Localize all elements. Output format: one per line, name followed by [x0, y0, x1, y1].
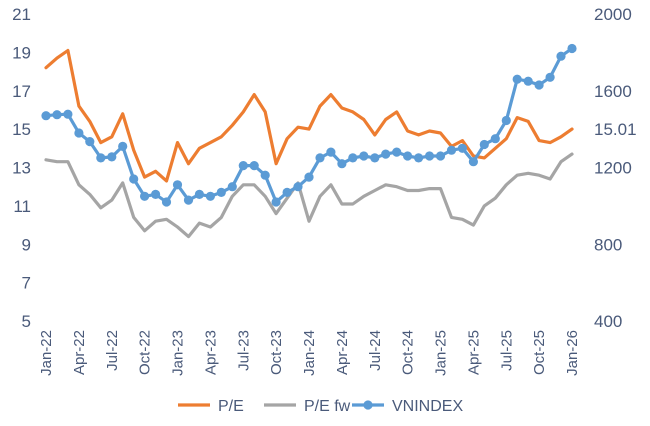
vnindex-data-point: [315, 153, 325, 163]
legend: P/E P/E fw VNINDEX: [178, 398, 463, 415]
vnindex-data-point: [457, 143, 467, 153]
right-axis-tick-label: 2000: [594, 5, 632, 24]
left-axis-tick-label: 15: [12, 120, 31, 139]
x-axis-tick-label: Oct-22: [137, 330, 154, 375]
x-axis-tick-label: Oct-25: [531, 330, 548, 375]
x-axis-tick-label: Oct-24: [400, 330, 417, 375]
right-axis-tick-label: 400: [594, 312, 622, 331]
plot-area: [41, 43, 577, 239]
vnindex-data-point: [337, 159, 347, 169]
p-e-legend-label: P/E: [218, 398, 244, 415]
x-axis-tick-label: Apr-25: [465, 330, 482, 375]
vnindex-data-point: [403, 151, 413, 161]
p-e-series-line: [44, 48, 574, 183]
vnindex-data-point: [468, 157, 478, 167]
vnindex-data-point: [326, 147, 336, 157]
left-axis-tick-label: 5: [22, 312, 31, 331]
vnindex-data-point: [414, 153, 424, 163]
left-axis-tick-label: 11: [13, 197, 31, 216]
vnindex-data-point: [392, 147, 402, 157]
left-axis-tick-label: 7: [22, 274, 31, 293]
vnindex-data-point: [293, 182, 303, 192]
vnindex-data-point: [85, 137, 95, 147]
x-axis-tick-label: Jan-23: [170, 330, 187, 376]
vnindex-data-point: [140, 191, 150, 201]
vnindex-data-point: [52, 110, 62, 120]
right-y-axis: 400 800 1200 1600 2000 15.01: [594, 5, 637, 331]
vnindex-data-point: [523, 76, 533, 86]
vnindex-data-point: [151, 189, 161, 199]
vnindex-data-point: [479, 139, 489, 150]
vnindex-data-point: [107, 152, 117, 162]
vnindex-data-point: [424, 151, 435, 161]
left-axis-tick-label: 13: [12, 159, 31, 178]
x-axis-tick-label: Apr-22: [71, 330, 88, 375]
right-axis-marked-value: 15.01: [594, 120, 637, 139]
vnindex-data-point: [118, 141, 128, 151]
x-axis-tick-label: Jan-26: [564, 330, 581, 376]
left-axis-tick-label: 21: [12, 5, 31, 24]
vnindex-data-point: [512, 74, 522, 84]
vnindex-data-point: [63, 109, 73, 119]
vnindex-data-point: [227, 182, 237, 192]
x-axis-tick-label: Jan-22: [38, 330, 55, 376]
right-axis-tick-label: 800: [594, 235, 622, 254]
x-axis-tick-label: Oct-23: [268, 330, 285, 375]
vnindex-data-point: [129, 174, 139, 184]
vnindex-data-point: [556, 51, 566, 61]
right-axis-tick-label: 1200: [594, 159, 632, 178]
vnindex-data-point: [304, 172, 314, 182]
vnindex-legend-label: VNINDEX: [392, 398, 463, 415]
vnindex-data-point: [501, 115, 511, 126]
x-axis-tick-label: Apr-24: [334, 330, 351, 375]
p-e-fw-legend-label: P/E fw: [304, 398, 351, 415]
vnindex-data-point: [348, 153, 358, 163]
vnindex-data-point: [359, 151, 369, 161]
vnindex-data-point: [446, 145, 457, 155]
vnindex-data-point: [205, 191, 215, 201]
vnindex-data-point: [545, 72, 555, 82]
vnindex-data-point: [381, 149, 391, 159]
x-axis-tick-label: Jul-22: [104, 330, 121, 371]
vnindex-data-point: [194, 189, 204, 199]
left-axis-tick-label: 9: [22, 235, 31, 254]
vnindex-data-point: [435, 151, 446, 161]
vnindex-data-point: [370, 153, 380, 163]
x-axis-tick-label: Jan-25: [433, 330, 450, 376]
vnindex-data-point: [41, 111, 51, 121]
left-axis-tick-label: 17: [12, 82, 31, 101]
p-e-fw-series-line: [44, 152, 574, 239]
vnindex-data-point: [567, 43, 577, 54]
vnindex-data-point: [96, 153, 106, 163]
vnindex-data-point: [172, 180, 183, 190]
vnindex-data-point: [249, 161, 259, 171]
x-axis-tick-label: Jul-24: [367, 330, 384, 371]
left-axis-tick-label: 19: [12, 43, 31, 62]
vnindex-data-point: [74, 128, 84, 138]
left-y-axis: 5 7 9 11 13 15 17 19 21: [12, 5, 31, 331]
vnindex-data-point: [161, 197, 172, 207]
vnindex-data-point: [271, 197, 281, 207]
x-axis-tick-label: Jan-24: [301, 330, 318, 376]
vnindex-data-point: [534, 80, 544, 90]
x-axis-tick-label: Apr-23: [202, 330, 219, 375]
vnindex-data-point: [238, 161, 248, 171]
vnindex-data-point: [282, 187, 292, 197]
right-axis-tick-label: 1600: [594, 82, 632, 101]
vnindex-legend-marker: [363, 400, 373, 410]
x-axis-tick-label: Jul-23: [235, 330, 252, 371]
vnindex-data-point: [183, 195, 194, 205]
x-axis: Jan-22 Apr-22 Jul-22 Oct-22 Jan-23 Apr-23 Jul-…: [38, 330, 581, 376]
vnindex-data-point: [260, 170, 270, 180]
vnindex-data-point: [490, 134, 500, 144]
vnindex-data-point: [216, 187, 226, 197]
x-axis-tick-label: Jul-25: [498, 330, 515, 371]
